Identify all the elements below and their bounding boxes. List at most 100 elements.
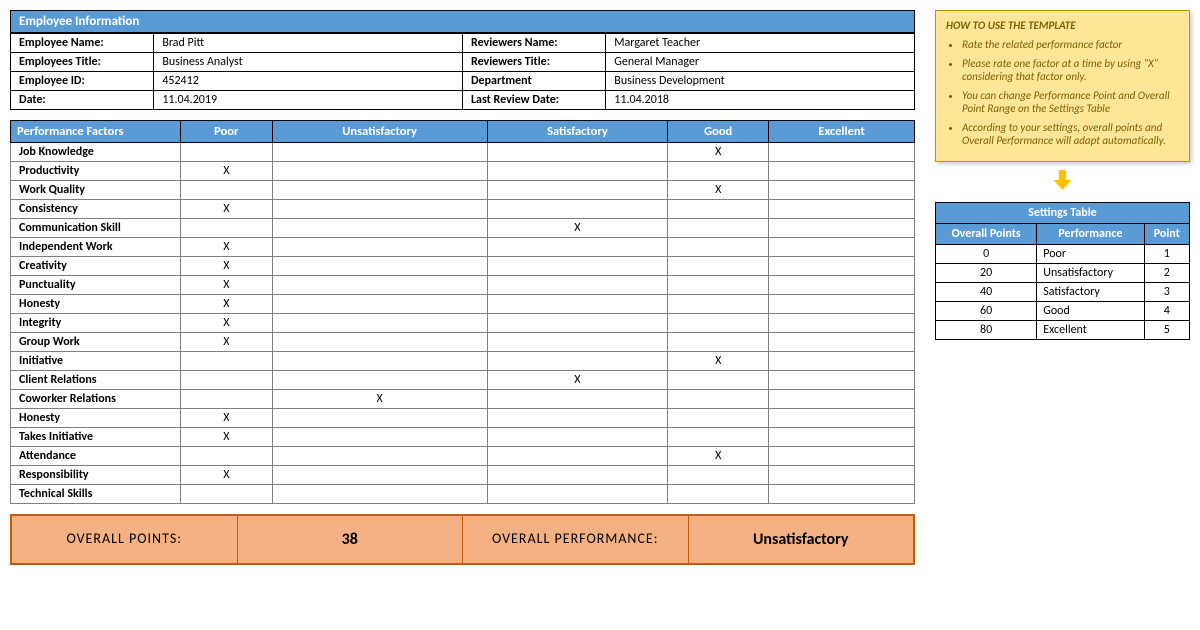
perf-cell[interactable]: [272, 181, 487, 200]
perf-cell[interactable]: [487, 162, 668, 181]
perf-cell[interactable]: [487, 390, 668, 409]
perf-cell[interactable]: [272, 257, 487, 276]
perf-cell[interactable]: [487, 352, 668, 371]
perf-factor: Independent Work: [11, 238, 181, 257]
perf-cell[interactable]: [668, 428, 769, 447]
perf-cell[interactable]: [487, 466, 668, 485]
perf-cell[interactable]: [181, 390, 273, 409]
perf-cell[interactable]: [668, 162, 769, 181]
perf-cell[interactable]: [487, 409, 668, 428]
perf-cell[interactable]: [181, 447, 273, 466]
perf-cell[interactable]: [272, 371, 487, 390]
perf-cell[interactable]: X: [181, 257, 273, 276]
perf-cell[interactable]: X: [181, 466, 273, 485]
perf-cell[interactable]: [668, 371, 769, 390]
perf-cell[interactable]: [487, 143, 668, 162]
info-value: 452412: [154, 72, 463, 91]
perf-cell[interactable]: [668, 219, 769, 238]
perf-cell[interactable]: [272, 162, 487, 181]
perf-cell[interactable]: [668, 333, 769, 352]
perf-cell[interactable]: [181, 181, 273, 200]
perf-cell[interactable]: [769, 295, 915, 314]
perf-cell[interactable]: X: [272, 390, 487, 409]
perf-cell[interactable]: X: [181, 314, 273, 333]
perf-cell[interactable]: [487, 447, 668, 466]
perf-cell[interactable]: [769, 371, 915, 390]
perf-cell[interactable]: [668, 200, 769, 219]
perf-cell[interactable]: [487, 200, 668, 219]
perf-cell[interactable]: [487, 276, 668, 295]
perf-cell[interactable]: [181, 485, 273, 504]
perf-factor: Honesty: [11, 409, 181, 428]
perf-cell[interactable]: [668, 466, 769, 485]
perf-cell[interactable]: [487, 314, 668, 333]
perf-cell[interactable]: [769, 485, 915, 504]
perf-cell[interactable]: [272, 409, 487, 428]
perf-cell[interactable]: [769, 219, 915, 238]
perf-cell[interactable]: [668, 314, 769, 333]
howto-title: HOW TO USE THE TEMPLATE: [946, 19, 1179, 32]
perf-cell[interactable]: X: [181, 409, 273, 428]
perf-cell[interactable]: [668, 276, 769, 295]
perf-cell[interactable]: X: [668, 447, 769, 466]
perf-cell[interactable]: X: [181, 238, 273, 257]
perf-cell[interactable]: [769, 257, 915, 276]
perf-cell[interactable]: [487, 257, 668, 276]
perf-cell[interactable]: X: [668, 143, 769, 162]
perf-cell[interactable]: [769, 447, 915, 466]
perf-cell[interactable]: [668, 390, 769, 409]
perf-cell[interactable]: [272, 143, 487, 162]
perf-cell[interactable]: [769, 428, 915, 447]
perf-cell[interactable]: [272, 447, 487, 466]
perf-cell[interactable]: [769, 276, 915, 295]
perf-cell[interactable]: [769, 409, 915, 428]
perf-cell[interactable]: [181, 371, 273, 390]
perf-cell[interactable]: [487, 238, 668, 257]
perf-cell[interactable]: [272, 276, 487, 295]
perf-cell[interactable]: [487, 428, 668, 447]
perf-cell[interactable]: X: [181, 428, 273, 447]
perf-cell[interactable]: [181, 219, 273, 238]
perf-cell[interactable]: X: [181, 276, 273, 295]
perf-cell[interactable]: [487, 295, 668, 314]
perf-cell[interactable]: X: [487, 371, 668, 390]
perf-cell[interactable]: X: [668, 181, 769, 200]
perf-cell[interactable]: [769, 333, 915, 352]
perf-cell[interactable]: [487, 181, 668, 200]
perf-cell[interactable]: [487, 333, 668, 352]
perf-cell[interactable]: [769, 390, 915, 409]
perf-cell[interactable]: [272, 219, 487, 238]
perf-cell[interactable]: [668, 485, 769, 504]
perf-cell[interactable]: [272, 314, 487, 333]
perf-cell[interactable]: [769, 143, 915, 162]
perf-cell[interactable]: [272, 238, 487, 257]
perf-cell[interactable]: [181, 352, 273, 371]
perf-cell[interactable]: [272, 200, 487, 219]
perf-cell[interactable]: [769, 314, 915, 333]
perf-cell[interactable]: [272, 466, 487, 485]
perf-cell[interactable]: [769, 181, 915, 200]
perf-cell[interactable]: [272, 428, 487, 447]
perf-cell[interactable]: X: [181, 333, 273, 352]
perf-cell[interactable]: [668, 409, 769, 428]
perf-cell[interactable]: X: [181, 200, 273, 219]
perf-cell[interactable]: [668, 257, 769, 276]
perf-factor-header: Performance Factors: [11, 121, 181, 143]
perf-cell[interactable]: X: [668, 352, 769, 371]
perf-cell[interactable]: [272, 333, 487, 352]
perf-cell[interactable]: [272, 295, 487, 314]
perf-cell[interactable]: [769, 200, 915, 219]
perf-cell[interactable]: [272, 352, 487, 371]
perf-cell[interactable]: X: [181, 295, 273, 314]
perf-cell[interactable]: [769, 238, 915, 257]
perf-cell[interactable]: [272, 485, 487, 504]
perf-cell[interactable]: [769, 352, 915, 371]
perf-cell[interactable]: X: [487, 219, 668, 238]
perf-cell[interactable]: [769, 466, 915, 485]
perf-cell[interactable]: [668, 238, 769, 257]
perf-cell[interactable]: [181, 143, 273, 162]
perf-cell[interactable]: [668, 295, 769, 314]
perf-cell[interactable]: [487, 485, 668, 504]
perf-cell[interactable]: [769, 162, 915, 181]
perf-cell[interactable]: X: [181, 162, 273, 181]
